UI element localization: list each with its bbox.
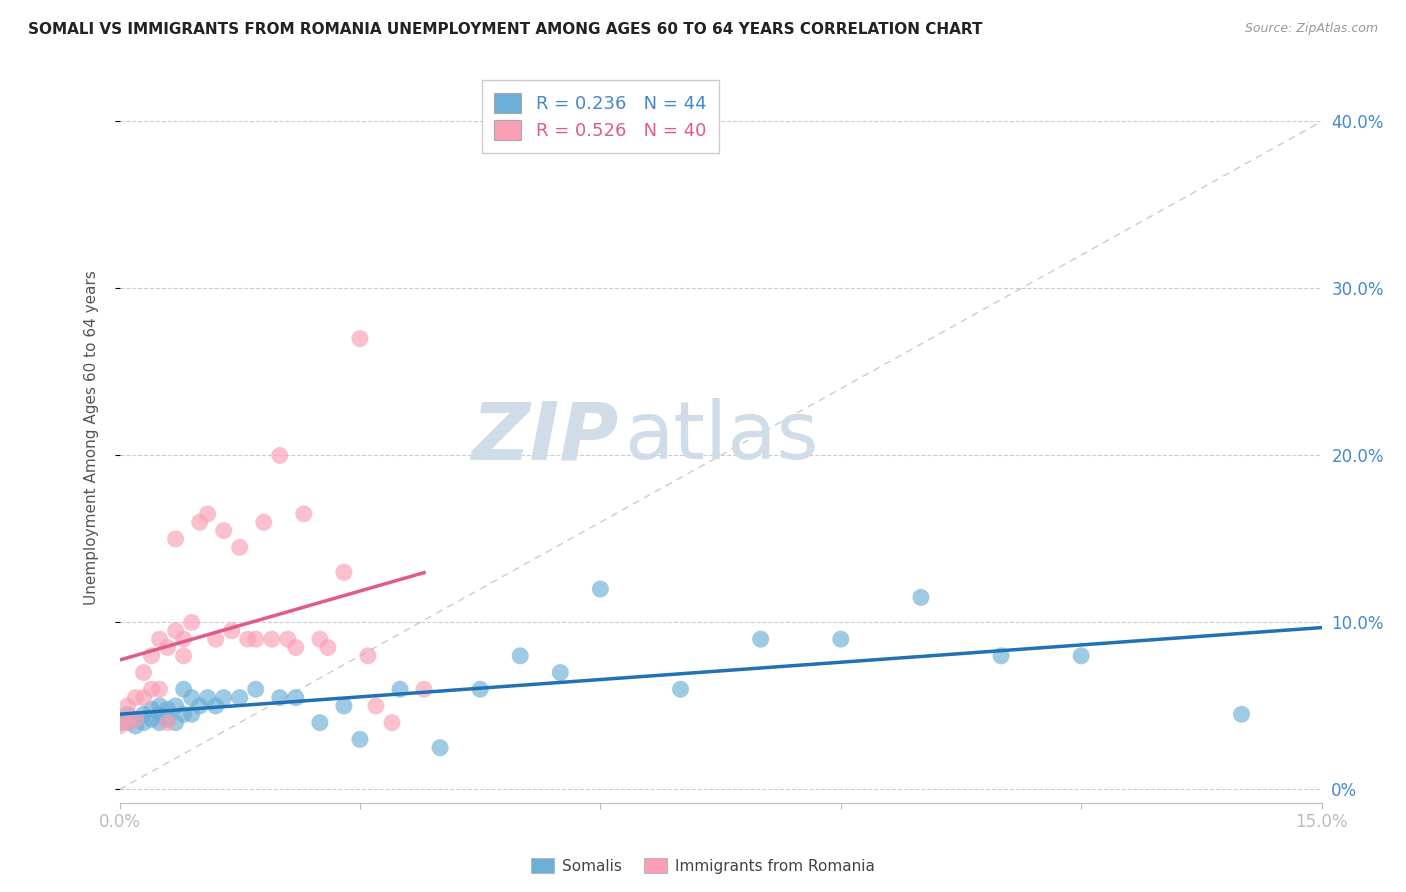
Point — [188, 698, 211, 713]
Point — [253, 515, 276, 529]
Point — [221, 624, 243, 638]
Point — [141, 702, 163, 716]
Point — [669, 682, 692, 697]
Point — [132, 665, 155, 680]
Point — [173, 682, 195, 697]
Point — [236, 632, 259, 647]
Point — [357, 648, 380, 663]
Point — [316, 640, 339, 655]
Point — [260, 632, 283, 647]
Point — [117, 715, 139, 730]
Point — [468, 682, 492, 697]
Point — [245, 632, 267, 647]
Point — [156, 715, 179, 730]
Point — [149, 715, 172, 730]
Point — [197, 507, 219, 521]
Point — [269, 449, 291, 463]
Text: Source: ZipAtlas.com: Source: ZipAtlas.com — [1244, 22, 1378, 36]
Point — [509, 648, 531, 663]
Point — [165, 624, 187, 638]
Point — [156, 712, 179, 726]
Point — [413, 682, 436, 697]
Point — [309, 632, 332, 647]
Point — [165, 532, 187, 546]
Point — [277, 632, 299, 647]
Point — [381, 715, 404, 730]
Point — [132, 707, 155, 722]
Point — [212, 690, 235, 705]
Point — [165, 715, 187, 730]
Point — [149, 707, 172, 722]
Point — [212, 524, 235, 538]
Point — [1230, 707, 1253, 722]
Point — [429, 740, 451, 755]
Point — [108, 715, 131, 730]
Point — [228, 541, 252, 555]
Point — [141, 648, 163, 663]
Point — [165, 698, 187, 713]
Point — [245, 682, 267, 697]
Point — [156, 640, 179, 655]
Text: ZIP: ZIP — [471, 398, 619, 476]
Point — [117, 698, 139, 713]
Point — [141, 682, 163, 697]
Point — [173, 707, 195, 722]
Point — [990, 648, 1012, 663]
Point — [749, 632, 772, 647]
Point — [309, 715, 332, 730]
Point — [188, 515, 211, 529]
Point — [204, 698, 226, 713]
Point — [117, 707, 139, 722]
Point — [173, 632, 195, 647]
Point — [180, 690, 202, 705]
Point — [173, 648, 195, 663]
Point — [349, 332, 371, 346]
Point — [333, 698, 356, 713]
Point — [149, 632, 172, 647]
Point — [284, 690, 307, 705]
Point — [349, 732, 371, 747]
Point — [388, 682, 412, 697]
Point — [124, 719, 146, 733]
Point — [180, 707, 202, 722]
Point — [333, 566, 356, 580]
Point — [149, 698, 172, 713]
Point — [132, 690, 155, 705]
Point — [132, 715, 155, 730]
Point — [124, 712, 146, 726]
Point — [228, 690, 252, 705]
Point — [197, 690, 219, 705]
Point — [292, 507, 315, 521]
Legend: Somalis, Immigrants from Romania: Somalis, Immigrants from Romania — [524, 852, 882, 880]
Point — [1070, 648, 1092, 663]
Point — [830, 632, 852, 647]
Point — [156, 702, 179, 716]
Point — [910, 591, 932, 605]
Point — [149, 682, 172, 697]
Point — [117, 715, 139, 730]
Point — [141, 712, 163, 726]
Point — [124, 690, 146, 705]
Text: SOMALI VS IMMIGRANTS FROM ROMANIA UNEMPLOYMENT AMONG AGES 60 TO 64 YEARS CORRELA: SOMALI VS IMMIGRANTS FROM ROMANIA UNEMPL… — [28, 22, 983, 37]
Point — [364, 698, 387, 713]
Point — [269, 690, 291, 705]
Point — [550, 665, 572, 680]
Point — [204, 632, 226, 647]
Legend: R = 0.236   N = 44, R = 0.526   N = 40: R = 0.236 N = 44, R = 0.526 N = 40 — [482, 80, 718, 153]
Text: atlas: atlas — [624, 398, 818, 476]
Point — [589, 582, 612, 596]
Point — [180, 615, 202, 630]
Point — [108, 719, 131, 733]
Point — [284, 640, 307, 655]
Y-axis label: Unemployment Among Ages 60 to 64 years: Unemployment Among Ages 60 to 64 years — [84, 269, 98, 605]
Point — [124, 712, 146, 726]
